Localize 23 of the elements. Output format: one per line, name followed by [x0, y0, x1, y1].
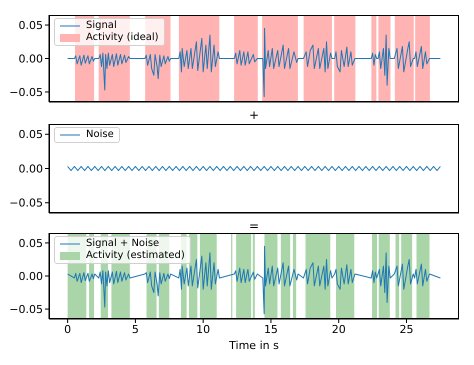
- y-tick-label: 0.05: [18, 128, 43, 142]
- band-label: Activity (estimated): [86, 250, 185, 262]
- x-tick-label: 0: [64, 322, 72, 336]
- text: =: [248, 219, 260, 233]
- x-axis-title: Time in s: [228, 338, 280, 352]
- band-label: Activity (ideal): [86, 32, 159, 44]
- x-tick-label: 10: [196, 322, 210, 336]
- legend-label: Signal + Noise: [86, 238, 160, 250]
- x-tick-label: 15: [264, 322, 278, 336]
- x-tick-label: 20: [332, 322, 346, 336]
- x-tick-label: 5: [132, 322, 139, 336]
- y-tick-label: 0.00: [18, 52, 43, 66]
- x-tick-label: 25: [399, 322, 414, 336]
- y-tick-label: −0.05: [9, 302, 43, 316]
- legend-label: Signal: [86, 20, 117, 32]
- text: +: [248, 108, 260, 122]
- y-tick-label: 0.05: [18, 236, 43, 250]
- y-tick-label: 0.00: [18, 270, 43, 283]
- y-tick-label: −0.05: [9, 196, 43, 210]
- y-tick-label: −0.05: [9, 86, 43, 99]
- legend-label: Noise: [86, 129, 114, 141]
- y-tick-label: 0.05: [18, 18, 43, 32]
- y-tick-label: 0.00: [18, 162, 43, 176]
